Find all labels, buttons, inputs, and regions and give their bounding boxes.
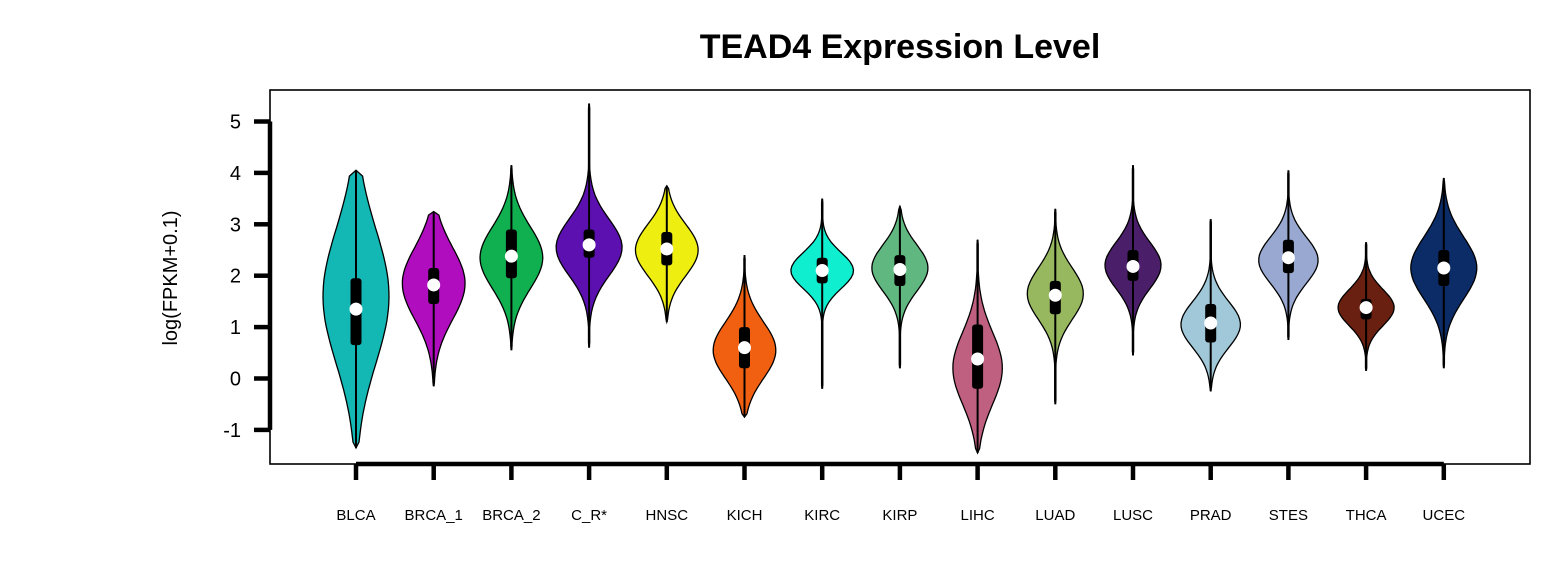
y-tick-label: 5: [230, 112, 241, 134]
y-tick-label: 2: [230, 266, 241, 288]
x-tick-label: KIRP: [882, 507, 917, 524]
violin-median-point: [738, 341, 751, 355]
y-axis: -1 0 1 2 3 4 5: [223, 112, 273, 442]
violin-median-point: [1126, 259, 1140, 273]
violin-median-point: [504, 249, 518, 263]
y-tick-label: 4: [230, 163, 241, 185]
violin-median-point: [1281, 251, 1295, 265]
violin-series: [322, 103, 1478, 455]
x-axis: BLCA BRCA_1 BRCA_2 C_R* HNSC KICH KIRC KIRP LIHC…: [336, 461, 1466, 524]
x-tick-label: HNSC: [646, 507, 689, 524]
violin-median-point: [815, 264, 829, 278]
x-tick-label: BRCA_1: [405, 507, 463, 524]
x-tick-label: UCEC: [1423, 507, 1466, 524]
x-tick-label: STES: [1269, 507, 1308, 524]
violin-median-point: [349, 302, 363, 316]
y-axis-label: log(FPKM+0.1): [160, 210, 182, 345]
y-tick-label: -1: [223, 420, 241, 442]
violin-median-point: [660, 242, 674, 256]
x-tick-label: LIHC: [961, 507, 995, 524]
x-tick-label: KIRC: [804, 507, 840, 524]
x-tick-label: LUSC: [1113, 507, 1153, 524]
x-tick-label: PRAD: [1190, 507, 1232, 524]
violin-median-point: [427, 278, 441, 292]
violin-median-point: [1048, 288, 1062, 302]
violin-median-point: [582, 238, 596, 252]
violin-median-point: [971, 352, 985, 366]
x-tick-label: BLCA: [336, 507, 375, 524]
violin-median-point: [1204, 316, 1218, 330]
y-tick-label: 3: [230, 214, 241, 236]
violin-median-point: [1437, 261, 1451, 275]
x-tick-label: KICH: [727, 507, 763, 524]
x-tick-label: BRCA_2: [482, 507, 540, 524]
x-tick-label: LUAD: [1035, 507, 1075, 524]
violin-median-point: [893, 263, 907, 277]
x-tick-label: THCA: [1346, 507, 1387, 524]
chart-title: TEAD4 Expression Level: [700, 28, 1101, 66]
y-tick-label: 0: [230, 369, 241, 391]
y-tick-label: 1: [230, 317, 241, 339]
x-tick-label: C_R*: [571, 507, 607, 524]
violin-median-point: [1359, 301, 1373, 315]
